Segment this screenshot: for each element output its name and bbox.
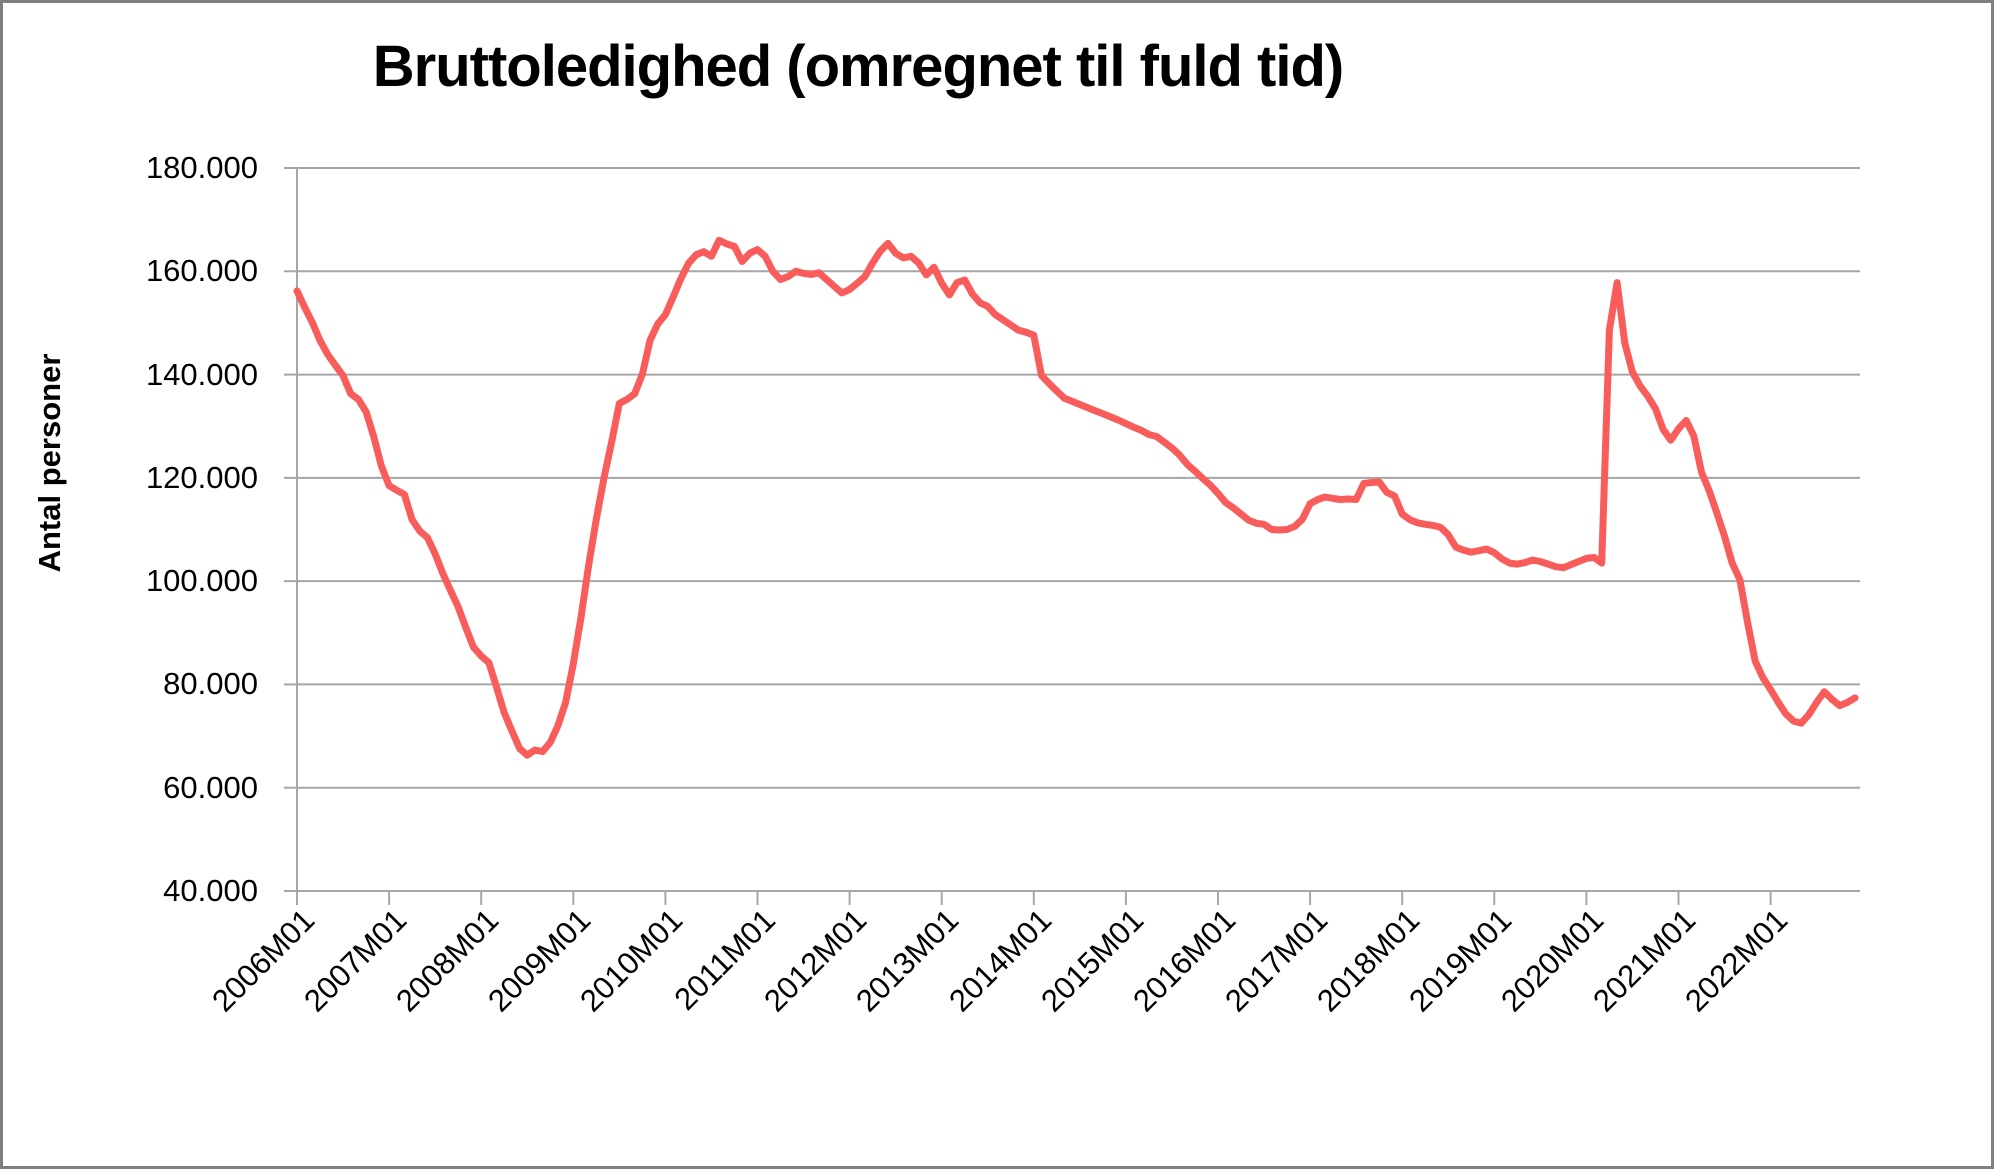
y-tick-label: 60.000 <box>163 769 258 805</box>
unemployment-line-series <box>293 236 1859 759</box>
y-tick-label: 80.000 <box>163 666 258 702</box>
y-tick-label: 40.000 <box>163 873 258 908</box>
y-tick-label: 180.000 <box>145 150 258 185</box>
plot-area <box>284 167 1860 905</box>
y-tick-label: 120.000 <box>145 459 258 495</box>
y-tick-label: 160.000 <box>145 253 258 289</box>
y-tick-label: 140.000 <box>145 356 258 392</box>
chart-title: Bruttoledighed (omregnet til fuld tid) <box>372 34 1344 99</box>
y-tick-label: 100.000 <box>145 563 258 599</box>
